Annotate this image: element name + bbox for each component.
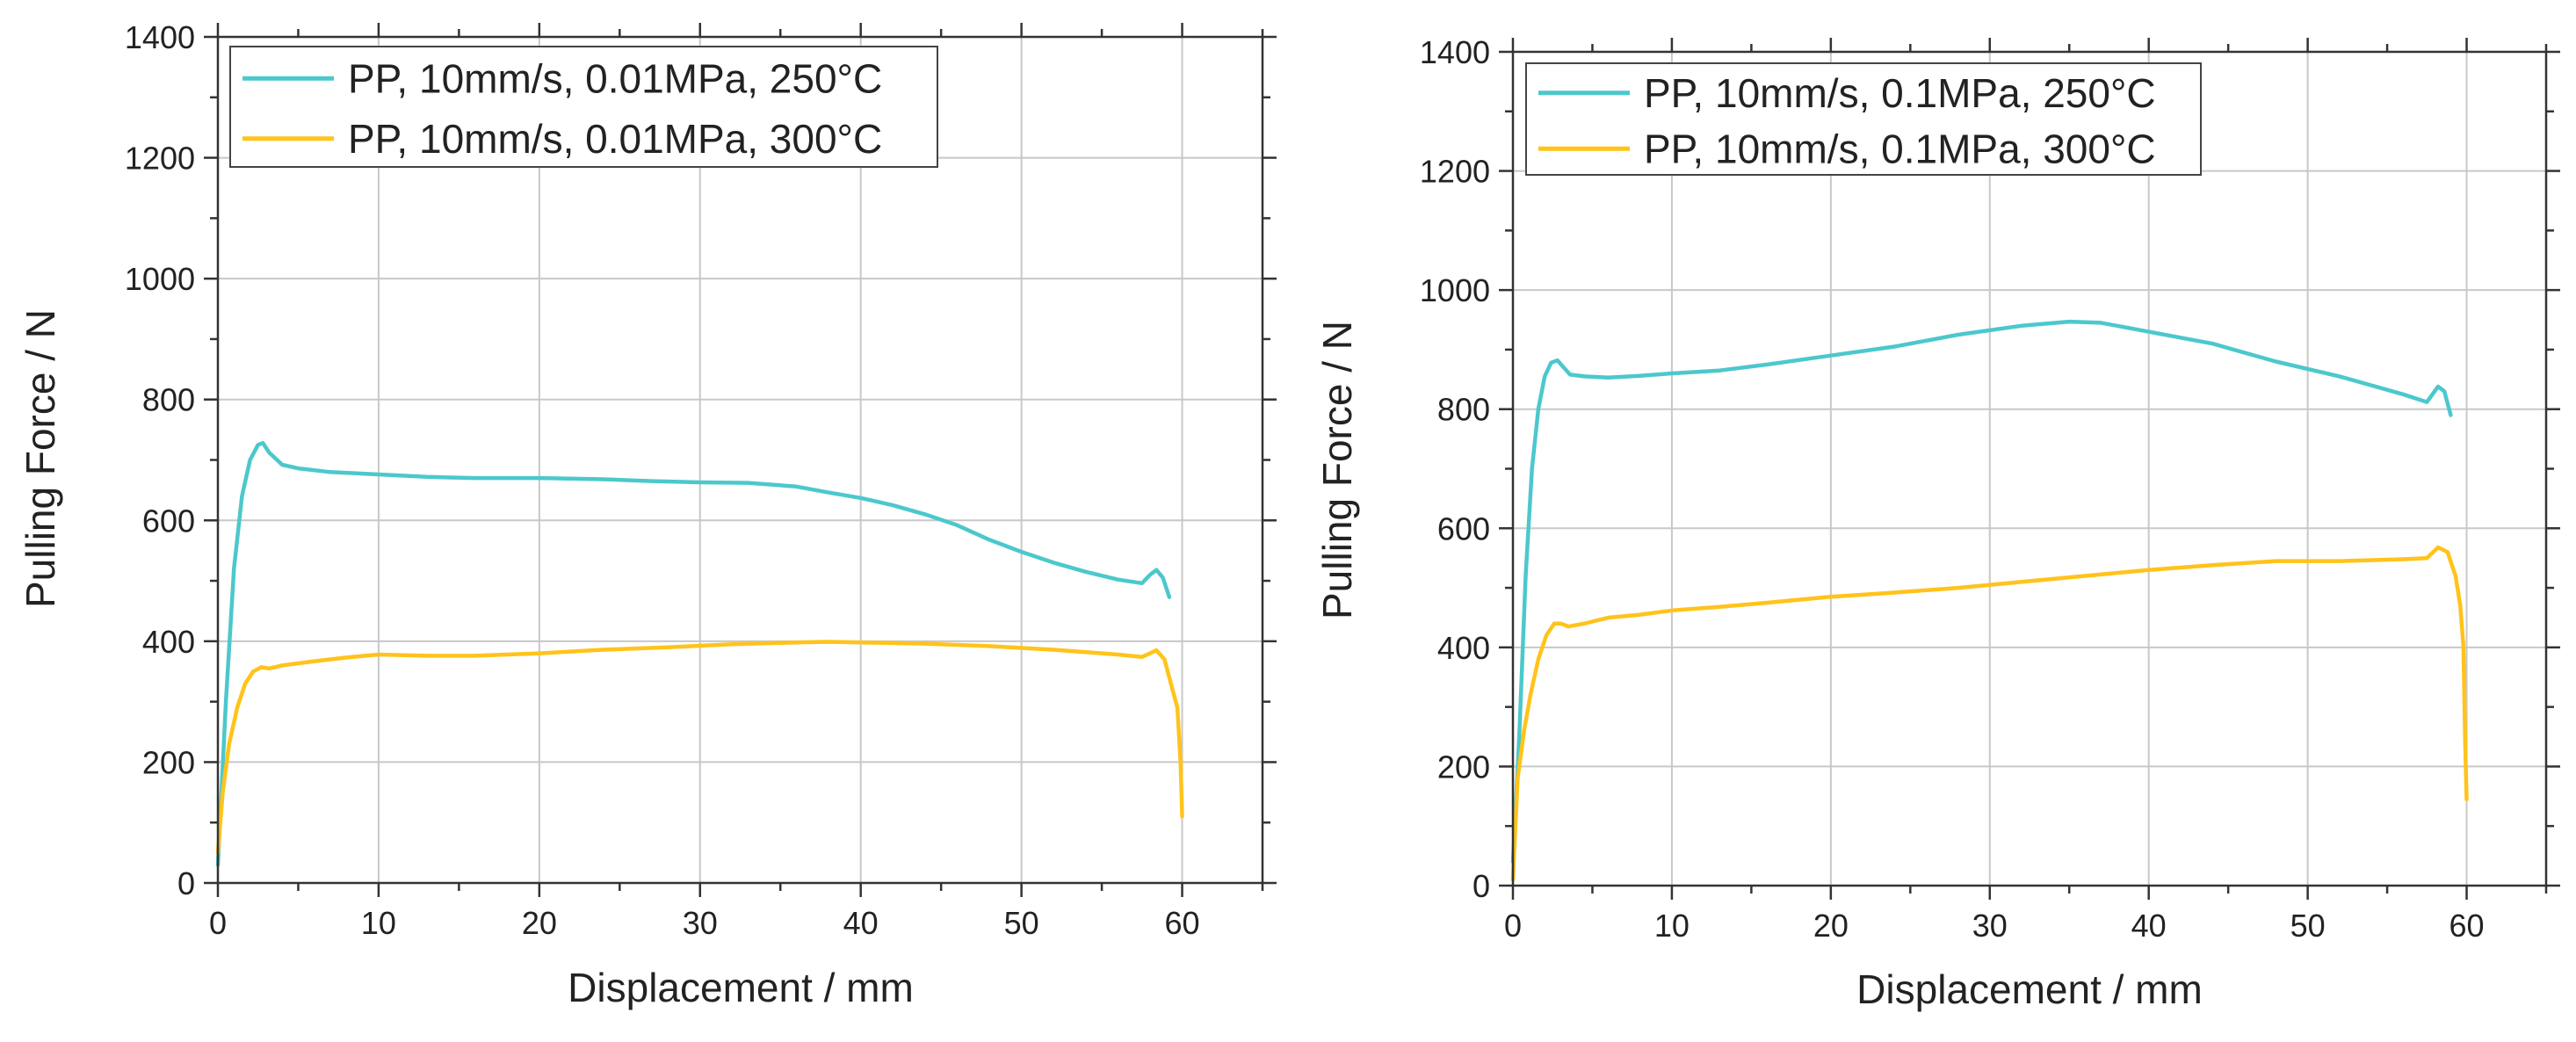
x-tick-label: 0 bbox=[1504, 908, 1522, 944]
y-tick-label: 1400 bbox=[125, 19, 195, 55]
y-axis-title: Pulling Force / N bbox=[18, 309, 63, 608]
y-tick-label: 1000 bbox=[1420, 272, 1490, 308]
y-tick-label: 1400 bbox=[1420, 34, 1490, 70]
legend: PP, 10mm/s, 0.01MPa, 250°C PP, 10mm/s, 0… bbox=[229, 46, 938, 168]
x-tick-label: 10 bbox=[361, 905, 396, 941]
x-axis-title: Displacement / mm bbox=[1856, 966, 2203, 1012]
x-tick-label: 0 bbox=[209, 905, 227, 941]
y-tick-label: 1200 bbox=[125, 141, 195, 177]
legend: PP, 10mm/s, 0.1MPa, 250°C PP, 10mm/s, 0.… bbox=[1525, 62, 2202, 176]
y-tick-label: 0 bbox=[1473, 868, 1490, 904]
legend-box bbox=[229, 46, 938, 168]
x-axis-title: Displacement / mm bbox=[568, 965, 914, 1010]
legend-box bbox=[1525, 62, 2202, 176]
series-lines bbox=[1510, 319, 2469, 882]
y-tick-label: 400 bbox=[142, 624, 195, 660]
legend-label: PP, 10mm/s, 0.1MPa, 300°C bbox=[1644, 126, 2156, 171]
x-tick-label: 40 bbox=[843, 905, 879, 941]
y-tick-label: 0 bbox=[177, 865, 195, 901]
y-axis-title: Pulling Force / N bbox=[1314, 321, 1360, 619]
series-line-300c bbox=[1510, 545, 2469, 882]
y-tick-label: 1000 bbox=[125, 261, 195, 297]
x-tick-label: 60 bbox=[1165, 905, 1200, 941]
x-tick-label: 30 bbox=[1972, 908, 2008, 944]
y-tick-label: 1200 bbox=[1420, 154, 1490, 190]
y-tick-label: 600 bbox=[142, 503, 195, 539]
series-lines bbox=[215, 440, 1184, 867]
x-tick-label: 50 bbox=[1004, 905, 1039, 941]
y-tick-label: 400 bbox=[1437, 630, 1490, 666]
series-line-250c bbox=[1510, 319, 2453, 865]
y-tick-label: 200 bbox=[142, 744, 195, 780]
series-line-300c bbox=[215, 640, 1184, 855]
y-tick-label: 800 bbox=[142, 382, 195, 418]
x-tick-label: 40 bbox=[2131, 908, 2167, 944]
y-tick-label: 200 bbox=[1437, 749, 1490, 785]
legend-label: PP, 10mm/s, 0.01MPa, 250°C bbox=[348, 55, 882, 101]
x-tick-label: 10 bbox=[1654, 908, 1690, 944]
grid-lines bbox=[218, 37, 1263, 883]
legend-label: PP, 10mm/s, 0.01MPa, 300°C bbox=[348, 116, 882, 162]
x-tick-label: 20 bbox=[1813, 908, 1849, 944]
x-tick-label: 30 bbox=[683, 905, 718, 941]
series-line-250c bbox=[215, 440, 1172, 867]
y-tick-label: 800 bbox=[1437, 392, 1490, 428]
x-tick-label: 60 bbox=[2449, 908, 2485, 944]
x-tick-label: 20 bbox=[522, 905, 557, 941]
legend-label: PP, 10mm/s, 0.1MPa, 250°C bbox=[1644, 70, 2156, 116]
x-tick-label: 50 bbox=[2290, 908, 2326, 944]
y-tick-label: 600 bbox=[1437, 510, 1490, 546]
